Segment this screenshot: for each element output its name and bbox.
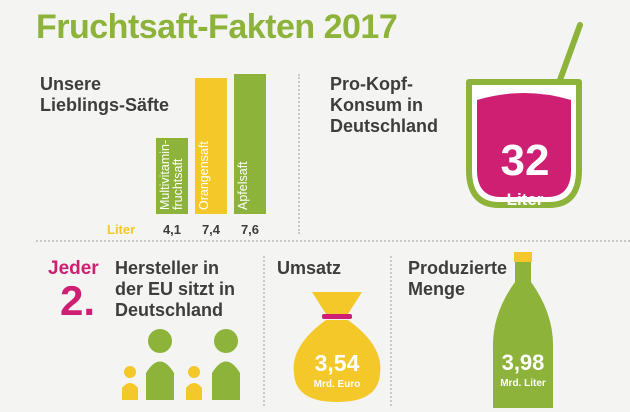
people-icon [122,329,240,400]
revenue-unit: Mrd. Euro [313,379,361,390]
jeder-label: Jeder [48,258,99,279]
unit-label: Liter [107,222,136,237]
bar-label-0-line-1: fruchtsaft [171,158,185,210]
revenue-value: 3,54 [314,350,360,376]
manufacturer-text-line3: Deutschland [115,300,224,320]
manufacturer-text: Hersteller in der EU sitzt in Deutschlan… [115,258,235,321]
bar-label-1-line-0: Orangensaft [197,141,211,210]
bar-2 [234,74,266,214]
consumption-heading-line3: Deutschland [330,116,439,136]
favorites-heading-line2: Lieblings-Säfte [40,95,170,115]
production-unit: Mrd. Liter [500,378,546,389]
bar-label-2-line-0: Apfelsaft [236,161,250,210]
rank-value: 2. [60,277,96,324]
consumption-heading-line2: Konsum in [330,95,423,115]
bar-value-2: 7,6 [240,222,260,237]
bar-0 [156,138,188,214]
consumption-heading: Pro-Kopf- Konsum in Deutschland [330,74,438,137]
divider-horizontal [36,240,630,242]
bar-1 [195,78,227,214]
consumption-value: 32 [500,136,550,185]
divider-vertical-bottom-1 [263,256,265,406]
page-title: Fruchtsaft-Fakten 2017 [36,8,398,46]
manufacturer-text-line1: Hersteller in [115,258,220,278]
glass-icon [466,22,583,208]
money-bag-icon [293,292,381,402]
production-value: 3,98 [501,350,545,375]
bar-value-1: 7,4 [201,222,221,237]
bottle-icon [492,252,554,408]
consumption-heading-line1: Pro-Kopf- [330,74,413,94]
consumption-unit: Liter [506,190,544,209]
production-heading: Produzierte Menge [408,258,507,300]
bar-value-0: 4,1 [162,222,182,237]
manufacturer-text-line2: der EU sitzt in [115,279,236,299]
divider-vertical-bottom-2 [390,256,392,406]
favorites-heading-line1: Unsere [40,74,102,94]
bar-chart: Multivitamin-fruchtsaft 4,1 Orangensaft 7,4… [100,60,290,240]
favorites-heading: Unsere Lieblings-Säfte [40,74,169,116]
divider-vertical-top [298,74,300,234]
revenue-heading: Umsatz [277,258,342,278]
production-heading-line1: Produzierte [408,258,508,278]
production-heading-line2: Menge [408,279,466,299]
